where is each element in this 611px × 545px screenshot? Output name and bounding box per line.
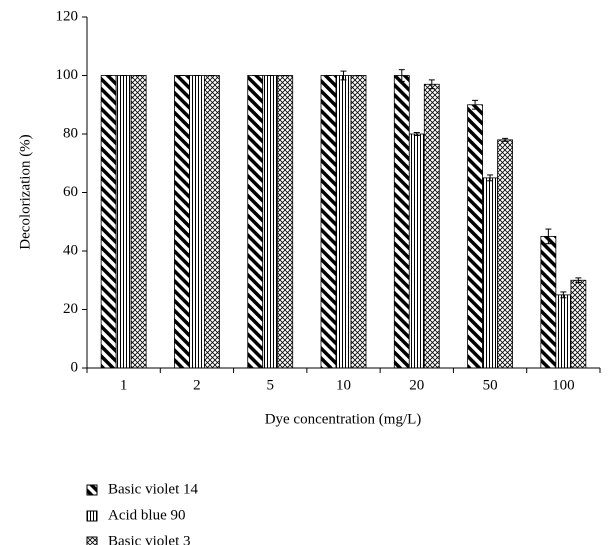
bar [189,75,205,369]
error-bar [487,174,494,182]
error-bar [472,99,479,110]
x-tick-label: 10 [336,377,351,393]
bar [423,83,440,369]
bar [393,75,410,369]
error-bar [502,137,509,142]
y-tick-label: 40 [63,242,78,258]
x-tick-label: 50 [483,377,498,393]
bar [262,75,279,369]
bar [100,75,117,369]
bar [277,75,294,369]
bar [555,294,572,369]
bar [350,75,367,369]
error-bar [398,69,405,82]
legend-label: Basic violet 14 [108,481,198,497]
bar [482,177,498,369]
bar [335,75,352,369]
x-tick-label: 100 [552,377,575,393]
legend-label: Basic violet 3 [108,533,191,545]
x-tick-label: 2 [193,377,201,393]
bar [570,279,587,369]
bar [408,133,425,369]
bar [540,235,557,369]
bar [320,75,337,369]
y-tick-label: 100 [56,67,79,83]
bar [174,75,190,369]
y-tick-label: 120 [56,8,79,24]
x-tick-label: 1 [120,377,128,393]
legend-swatch [86,510,98,522]
legend-swatch [86,484,98,496]
error-bar [340,70,347,81]
legend-label: Acid blue 90 [108,507,185,523]
y-tick-label: 0 [71,359,79,375]
x-tick-label: 5 [266,377,274,393]
bar [467,104,483,369]
y-tick-label: 80 [63,125,78,141]
x-tick-label: 20 [409,377,424,393]
y-tick-label: 20 [63,301,78,317]
error-bar [428,79,435,90]
error-bar [560,291,567,299]
bar [247,75,264,369]
x-axis-title: Dye concentration (mg/L) [265,411,422,427]
bar [497,139,513,369]
y-tick-label: 60 [63,184,78,200]
bar [115,75,132,369]
bar [130,75,147,369]
y-axis-title: Decolorization (%) [17,134,33,249]
legend-swatch [86,536,98,545]
error-bar [545,228,552,245]
bar [204,75,220,369]
error-bar [575,277,582,284]
error-bar [413,132,420,136]
